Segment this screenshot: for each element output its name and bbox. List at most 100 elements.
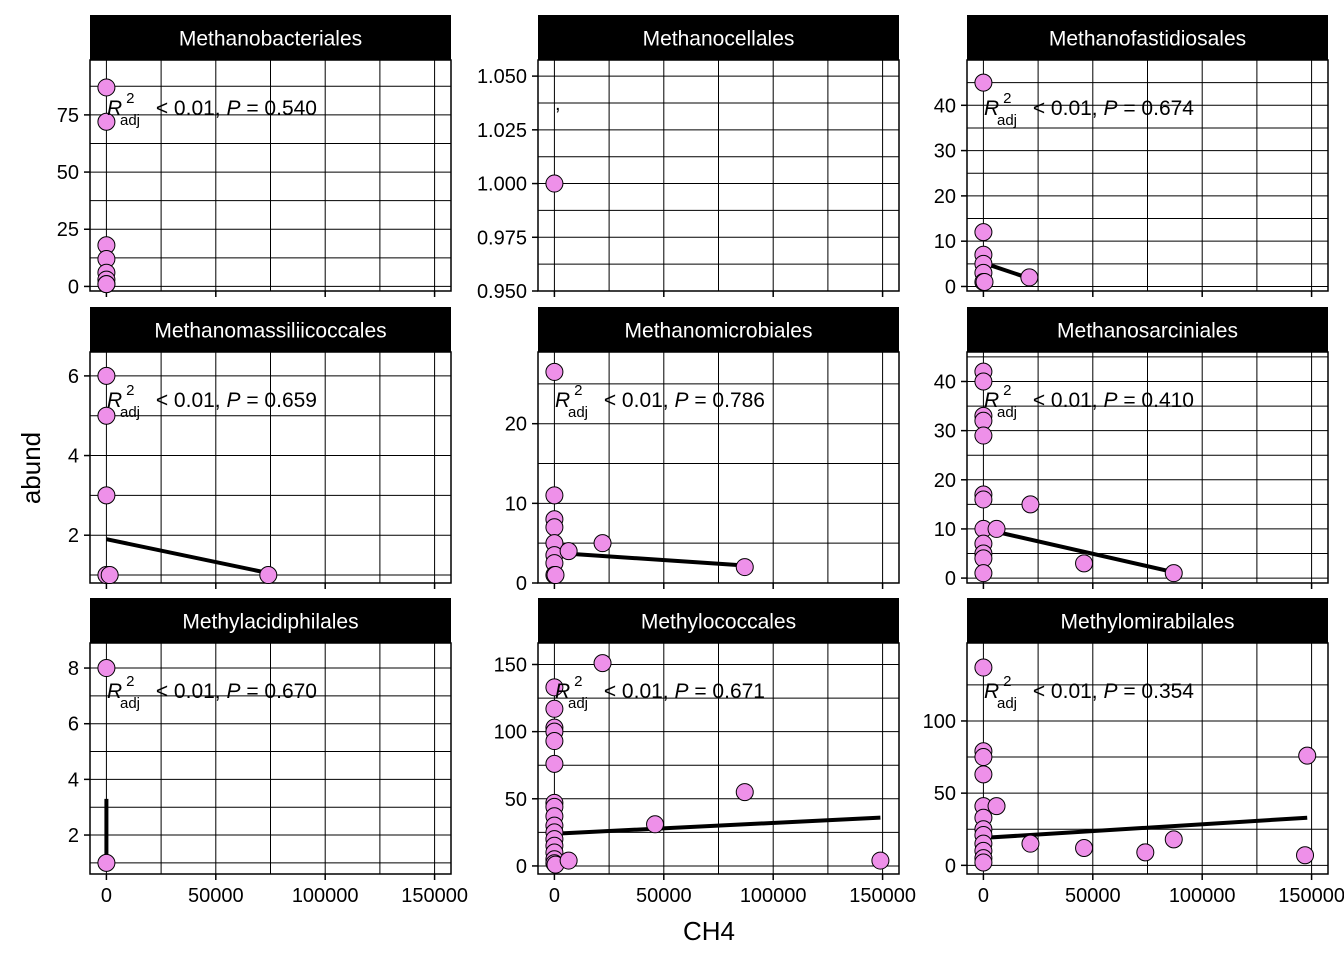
data-point — [975, 272, 994, 291]
x-tick-label: 50000 — [636, 885, 692, 907]
data-point — [545, 732, 564, 751]
y-tick-label: 40 — [934, 95, 956, 117]
facet-title: Methylomirabilales — [1061, 611, 1235, 634]
y-tick-label: 10 — [934, 231, 956, 253]
data-point — [1075, 554, 1094, 573]
data-point — [1296, 846, 1315, 865]
data-point — [974, 564, 993, 583]
data-point — [1020, 268, 1039, 287]
regression-line — [554, 550, 745, 568]
y-tick-label: 0 — [945, 855, 956, 877]
data-point — [545, 174, 564, 193]
data-point — [974, 426, 993, 445]
data-point — [1164, 830, 1183, 849]
y-tick-label: 30 — [934, 421, 956, 443]
y-tick-label: 25 — [57, 219, 79, 241]
x-tick-label: 150000 — [401, 885, 468, 907]
plot-border — [966, 351, 1329, 584]
data-point — [97, 112, 116, 131]
data-point — [545, 362, 564, 381]
y-tick-label: 40 — [934, 371, 956, 393]
data-point — [1075, 839, 1094, 858]
y-tick-label: 6 — [68, 366, 79, 388]
y-tick-label: 75 — [57, 105, 79, 127]
y-tick-label: 1.050 — [477, 66, 527, 88]
facet-strip — [538, 598, 899, 643]
data-point — [97, 486, 116, 505]
x-tick-label: 50000 — [188, 885, 244, 907]
y-tick-label: 50 — [505, 789, 527, 811]
regression-line — [982, 526, 1175, 575]
facet-title: Methanomassiliicoccales — [154, 320, 386, 343]
y-tick-label: 0.975 — [477, 227, 527, 249]
x-tick-label: 50000 — [1065, 885, 1121, 907]
x-tick-label: 0 — [101, 885, 112, 907]
data-point — [974, 223, 993, 242]
data-point — [545, 699, 564, 718]
facet-strip — [90, 598, 451, 643]
data-point — [974, 490, 993, 509]
facet-methanofastidiosales: Methanofastidiosales 0 10 20 30 40 R 2 adj < 0.0… — [934, 15, 1329, 298]
facet-strip — [90, 15, 451, 60]
facet-title: Methanosarciniales — [1057, 320, 1238, 343]
y-tick-label: 1.000 — [477, 174, 527, 196]
y-tick-label: 0 — [945, 276, 956, 298]
facet-strip — [967, 307, 1328, 352]
facet-methylococcales: Methylococcales 0 50 100 150 0 50000 100000 1500… — [494, 598, 916, 907]
data-point — [974, 748, 993, 767]
stat-annotation: R 2 adj < 0.01, P = 0.786 — [555, 382, 765, 421]
data-point — [545, 518, 564, 537]
data-point — [871, 851, 890, 870]
y-tick-label: 4 — [68, 769, 79, 791]
facet-strip — [90, 307, 451, 352]
data-point — [593, 654, 612, 673]
data-point — [100, 566, 119, 585]
y-tick-label: 0 — [68, 276, 79, 298]
y-tick-label: 50 — [934, 783, 956, 805]
data-point — [546, 566, 565, 585]
data-point — [1136, 843, 1155, 862]
y-tick-label: 20 — [505, 414, 527, 436]
data-point — [1164, 564, 1183, 583]
facet-methanomicrobiales: Methanomicrobiales 0 10 20 R 2 adj < 0.01, P =… — [505, 307, 900, 595]
facet-title: Methanofastidiosales — [1049, 28, 1246, 51]
data-point — [97, 78, 116, 97]
stat-annotation: R 2 adj < 0.01, P = 0.659 — [107, 382, 317, 421]
facet-panels: Methanobacteriales 0 25 50 75 R 2 adj < 0.01, P… — [57, 15, 1344, 907]
y-axis-label: abund — [16, 432, 46, 504]
plot-border — [537, 351, 900, 584]
facet-methanosarciniales: Methanosarciniales 0 10 20 30 40 R 2 adj < 0.01,… — [934, 307, 1329, 590]
data-point — [545, 486, 564, 505]
facet-strip — [538, 307, 899, 352]
facet-strip — [967, 15, 1328, 60]
regression-line — [105, 537, 269, 576]
facet-methylomirabilales: Methylomirabilales 0 50 100 0 50000 100000 1500… — [923, 598, 1344, 907]
data-point — [974, 853, 993, 872]
facet-methanobacteriales: Methanobacteriales 0 25 50 75 R 2 adj < 0.01, P… — [57, 15, 452, 298]
y-tick-label: 100 — [923, 711, 956, 733]
facet-methanomassiliicoccales: Methanomassiliicoccales 2 4 6 R 2 adj < 0.01, … — [68, 307, 452, 589]
data-point — [646, 815, 665, 834]
data-point — [735, 558, 754, 577]
x-tick-label: 150000 — [1278, 885, 1344, 907]
plot-border — [537, 59, 900, 292]
y-tick-label: 6 — [68, 714, 79, 736]
y-tick-label: 150 — [494, 654, 527, 676]
plot-border — [89, 642, 452, 875]
regression-line — [554, 815, 881, 836]
y-tick-label: 0 — [945, 568, 956, 590]
data-point — [97, 406, 116, 425]
stat-annotation: R 2 adj < 0.01, P = 0.354 — [984, 673, 1194, 712]
data-point — [97, 659, 116, 678]
y-tick-label: 20 — [934, 186, 956, 208]
data-point — [259, 566, 278, 585]
data-point — [97, 853, 116, 872]
plot-border — [89, 59, 452, 292]
x-tick-label: 0 — [549, 885, 560, 907]
y-tick-label: 2 — [68, 525, 79, 547]
y-tick-label: 20 — [934, 470, 956, 492]
y-tick-label: 50 — [57, 162, 79, 184]
facet-title: Methanomicrobiales — [625, 320, 813, 343]
facet-title: Methylococcales — [641, 611, 796, 634]
